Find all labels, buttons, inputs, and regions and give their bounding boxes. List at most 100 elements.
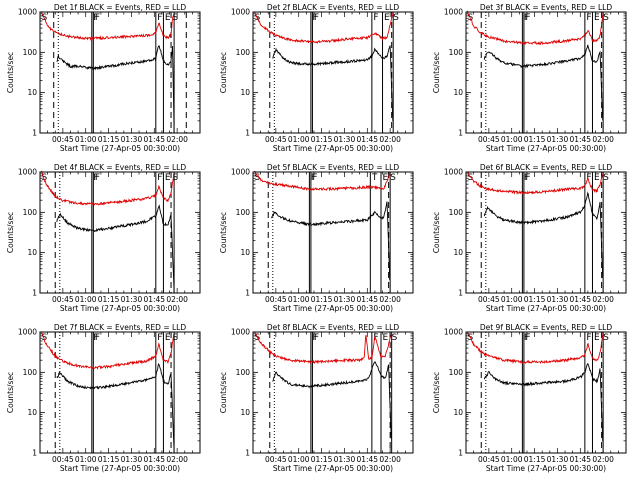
x-tick-label: 01:30 <box>121 135 143 144</box>
event-marker-label: F <box>373 333 378 343</box>
x-tick-label: 00:45 <box>478 455 500 464</box>
event-marker-label: E <box>383 173 389 183</box>
x-tick-label: 01:00 <box>501 455 523 464</box>
x-tick-label: 01:30 <box>547 135 569 144</box>
panel-title: Det 9f BLACK = Events, RED = LLD <box>480 323 613 332</box>
y-axis-label: Counts/sec <box>6 52 15 93</box>
y-tick-label: 10 <box>453 248 463 257</box>
plot-frame <box>465 11 627 134</box>
y-tick-label: 1 <box>458 449 463 458</box>
x-tick-label: 01:45 <box>569 455 591 464</box>
panel-title: Det 1f BLACK = Events, RED = LLD <box>54 3 187 12</box>
plot-frame <box>39 331 201 454</box>
event-marker-label: S <box>173 173 179 183</box>
x-tick-label: 01:15 <box>98 455 120 464</box>
x-tick-label: 01:45 <box>569 295 591 304</box>
event-marker-label: E <box>594 173 600 183</box>
y-tick-label: 10 <box>27 88 37 97</box>
x-tick-label: 02:00 <box>166 455 188 464</box>
events-series-line <box>483 362 604 442</box>
event-marker-label: E <box>384 13 390 23</box>
lld-series-line <box>41 170 175 206</box>
event-marker-label: S <box>42 333 48 343</box>
x-tick-label: 00:45 <box>265 455 287 464</box>
y-axis-label: Counts/sec <box>219 372 228 413</box>
x-tick-label: 01:00 <box>288 135 310 144</box>
x-tick-label: 01:15 <box>524 455 546 464</box>
x-tick-label: 00:45 <box>265 135 287 144</box>
x-axis-label: Start Time (27-Apr-05 00:30:00) <box>60 304 180 313</box>
plot-frame <box>252 331 414 454</box>
plot-frame <box>252 11 414 134</box>
x-tick-label: 01:00 <box>75 295 97 304</box>
x-tick-label: 01:00 <box>75 135 97 144</box>
y-axis-label: Counts/sec <box>6 212 15 253</box>
x-tick-label: 00:45 <box>52 135 74 144</box>
x-tick-label: 01:00 <box>75 455 97 464</box>
events-series-line <box>483 44 604 121</box>
x-tick-label: 02:00 <box>166 295 188 304</box>
lld-series-line <box>254 11 394 44</box>
panel-title: Det 5f BLACK = Events, RED = LLD <box>267 163 400 172</box>
x-axis-label: Start Time (27-Apr-05 00:30:00) <box>60 144 180 153</box>
event-marker-label: S <box>603 173 609 183</box>
y-tick-label: 1 <box>32 449 37 458</box>
x-tick-label: 01:15 <box>311 455 333 464</box>
event-marker-label: F <box>373 13 378 23</box>
x-tick-label: 01:30 <box>547 455 569 464</box>
y-tick-label: 1 <box>245 129 250 138</box>
y-tick-label: 10 <box>453 88 463 97</box>
y-tick-label: 100 <box>449 368 464 377</box>
event-marker-label: F <box>93 333 98 343</box>
event-marker-label: F <box>314 333 319 343</box>
x-tick-label: 00:45 <box>478 135 500 144</box>
x-tick-label: 02:00 <box>379 295 401 304</box>
y-tick-label: 100 <box>449 208 464 217</box>
x-tick-label: 00:45 <box>265 295 287 304</box>
event-marker-label: F <box>524 173 529 183</box>
plot-frame <box>39 11 201 134</box>
x-tick-label: 01:30 <box>334 295 356 304</box>
y-tick-label: 1 <box>458 129 463 138</box>
y-tick-label: 1000 <box>18 168 37 177</box>
event-marker-label: S <box>603 13 609 23</box>
y-axis-label: Counts/sec <box>432 372 441 413</box>
x-tick-label: 01:15 <box>311 295 333 304</box>
lld-series-line <box>254 170 391 192</box>
lld-series-line <box>41 331 175 370</box>
event-marker-label: F <box>312 173 317 183</box>
x-tick-label: 01:00 <box>501 135 523 144</box>
x-tick-label: 01:15 <box>98 295 120 304</box>
event-marker-label: T <box>371 173 378 183</box>
x-tick-label: 01:30 <box>334 455 356 464</box>
x-tick-label: 01:45 <box>143 455 165 464</box>
event-marker-label: F <box>525 333 530 343</box>
event-marker-label: F <box>93 173 98 183</box>
y-axis-label: Counts/sec <box>432 52 441 93</box>
y-tick-label: 1000 <box>444 328 463 337</box>
y-axis-label: Counts/sec <box>432 212 441 253</box>
x-axis-label: Start Time (27-Apr-05 00:30:00) <box>60 464 180 473</box>
plot-frame <box>465 171 627 294</box>
y-axis-label: Counts/sec <box>219 52 228 93</box>
x-axis-label: Start Time (27-Apr-05 00:30:00) <box>273 144 393 153</box>
event-marker-label: F <box>93 13 98 23</box>
event-marker-label: E <box>165 173 171 183</box>
x-tick-label: 01:30 <box>547 295 569 304</box>
y-axis-label: Counts/sec <box>219 212 228 253</box>
lld-series-line <box>467 332 604 364</box>
event-marker-label: S <box>255 173 261 183</box>
y-tick-label: 100 <box>236 368 251 377</box>
x-axis-label: Start Time (27-Apr-05 00:30:00) <box>486 144 606 153</box>
event-marker-label: F <box>314 13 319 23</box>
event-marker-label: F <box>95 333 100 343</box>
x-tick-label: 00:45 <box>52 295 74 304</box>
y-tick-label: 10 <box>27 408 37 417</box>
y-tick-label: 100 <box>236 48 251 57</box>
event-marker-label: F <box>586 333 591 343</box>
panel-title: Det 8f BLACK = Events, RED = LLD <box>267 323 400 332</box>
x-tick-label: 01:45 <box>356 135 378 144</box>
